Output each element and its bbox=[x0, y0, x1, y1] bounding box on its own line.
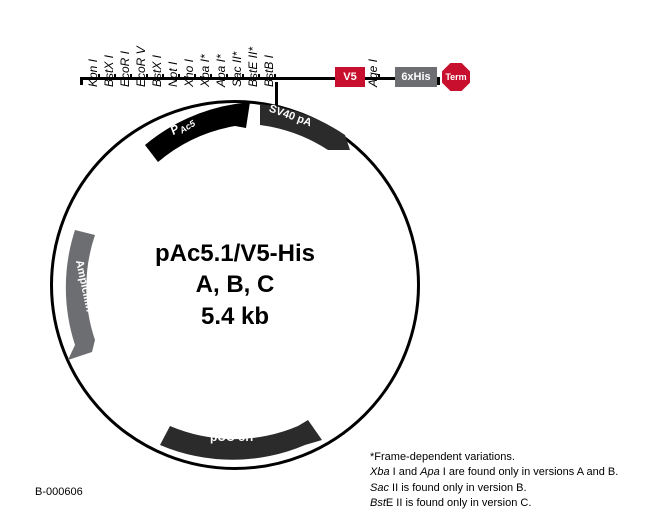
mcs-site: Apa I* bbox=[214, 54, 228, 87]
footnote-2: Xba I and Apa I are found only in versio… bbox=[370, 465, 618, 480]
mcs-site: BstE II* bbox=[246, 47, 260, 87]
mcs-site: BstX I bbox=[102, 55, 116, 87]
mcs-tick bbox=[226, 74, 228, 80]
mcs-tick bbox=[146, 74, 148, 80]
mcs-tick bbox=[130, 74, 132, 80]
mcs-tick-right bbox=[437, 77, 440, 85]
tag-v5: V5 bbox=[335, 67, 365, 87]
mcs-tick bbox=[178, 74, 180, 80]
mcs-tick bbox=[210, 74, 212, 80]
term-stop-icon: Term bbox=[442, 63, 470, 91]
plasmid-map-diagram: V5 6xHis Term Kpn IBstX IEcoR IEcoR VBst… bbox=[0, 0, 660, 521]
mcs-site: EcoR V bbox=[134, 46, 148, 87]
mcs-tick bbox=[274, 74, 276, 80]
mcs-region: V5 6xHis Term Kpn IBstX IEcoR IEcoR VBst… bbox=[80, 55, 460, 85]
mcs-site: Xho I bbox=[182, 59, 196, 87]
mcs-tick bbox=[378, 74, 380, 80]
plasmid-circle: pAc5.1/V5-His A, B, C 5.4 kb PAc5 SV40 p… bbox=[50, 100, 420, 470]
mcs-site: Age I bbox=[366, 59, 380, 87]
feature-overlay bbox=[50, 100, 420, 470]
mcs-site: Xba I* bbox=[198, 54, 212, 87]
mcs-site: Kpn I bbox=[86, 59, 100, 87]
mcs-site: EcoR I bbox=[118, 51, 132, 87]
mcs-tick-left bbox=[80, 77, 83, 85]
mcs-tick bbox=[114, 74, 116, 80]
mcs-site: BstX I bbox=[150, 55, 164, 87]
mcs-site: Sac II* bbox=[230, 52, 244, 87]
mcs-tick bbox=[242, 74, 244, 80]
tag-6xhis: 6xHis bbox=[395, 67, 437, 87]
mcs-tick bbox=[162, 74, 164, 80]
tag-term: Term bbox=[442, 63, 470, 91]
mcs-tick bbox=[98, 74, 100, 80]
feature-puc: pUC ori bbox=[210, 430, 253, 444]
footnote-3: Sac II is found only in version B. bbox=[370, 481, 618, 496]
diagram-id: B-000606 bbox=[35, 486, 83, 498]
footnotes: *Frame-dependent variations. Xba I and A… bbox=[370, 450, 618, 512]
footnote-4: BstE II is found only in version C. bbox=[370, 496, 618, 511]
mcs-tick bbox=[194, 74, 196, 80]
footnote-1: *Frame-dependent variations. bbox=[370, 450, 618, 465]
mcs-tick bbox=[258, 74, 260, 80]
mcs-site: BstB I bbox=[262, 55, 276, 87]
